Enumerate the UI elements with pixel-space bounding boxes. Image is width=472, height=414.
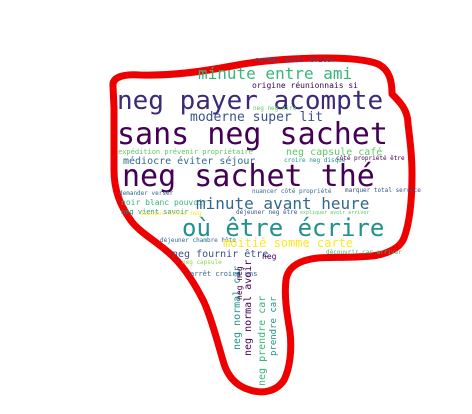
cloud-word: neg vient savoir	[121, 208, 189, 216]
cloud-word: déjeuner chambre hôte	[160, 237, 236, 244]
cloud-word: déjeuner neg être	[236, 209, 298, 216]
cloud-word: neg prendre car	[257, 295, 268, 386]
cloud-word: nuancer côté propriété	[252, 188, 332, 195]
cloud-word: douceur envie neg	[140, 210, 202, 217]
cloud-word: expliquer avoir arriver	[300, 210, 370, 216]
cloud-word: neg neg aire	[253, 105, 297, 112]
cloud-word: origine réunionnais si	[252, 81, 358, 90]
cloud-word: moitié somme carte	[223, 236, 354, 250]
cloud-word: sans neg sachet	[117, 117, 388, 152]
cloud-word: prendre car	[269, 296, 279, 356]
cloud-word: où être écrire	[182, 214, 385, 242]
cloud-word: médiocre éviter séjour	[123, 156, 256, 167]
cloud-word: expédition prévenir propriétaire	[118, 148, 253, 156]
cloud-word: neg neg	[235, 266, 244, 300]
cloud-word: neg sachet thé	[122, 159, 375, 194]
cloud-word: côté propriété être	[336, 155, 405, 162]
cloud-word: arrêt croire uns	[190, 270, 258, 278]
thumbs-down-outline	[109, 54, 416, 396]
cloud-word: découvrir car arriver	[326, 249, 402, 256]
cloud-word: moderne super lit	[190, 110, 324, 125]
cloud-word: noir blanc pouvoir	[121, 198, 208, 207]
cloud-word: neg payer acompte	[117, 86, 384, 116]
cloud-word: minute avant heure	[196, 194, 370, 213]
cloud-word: normal avoir éviter	[255, 56, 336, 64]
cloud-word: minute entre ami	[198, 64, 353, 83]
cloud-word: croire neg disque	[284, 157, 346, 164]
cloud-word: neg capsule café	[286, 147, 383, 158]
cloud-word: neg capsule	[182, 259, 222, 266]
cloud-word: marquer total service	[345, 187, 421, 194]
cloud-word: demander verser	[119, 190, 174, 197]
cloud-word: neg fournir être	[172, 249, 269, 260]
cloud-word: neg normal avoir	[243, 259, 254, 356]
cloud-word: neg	[262, 252, 277, 261]
